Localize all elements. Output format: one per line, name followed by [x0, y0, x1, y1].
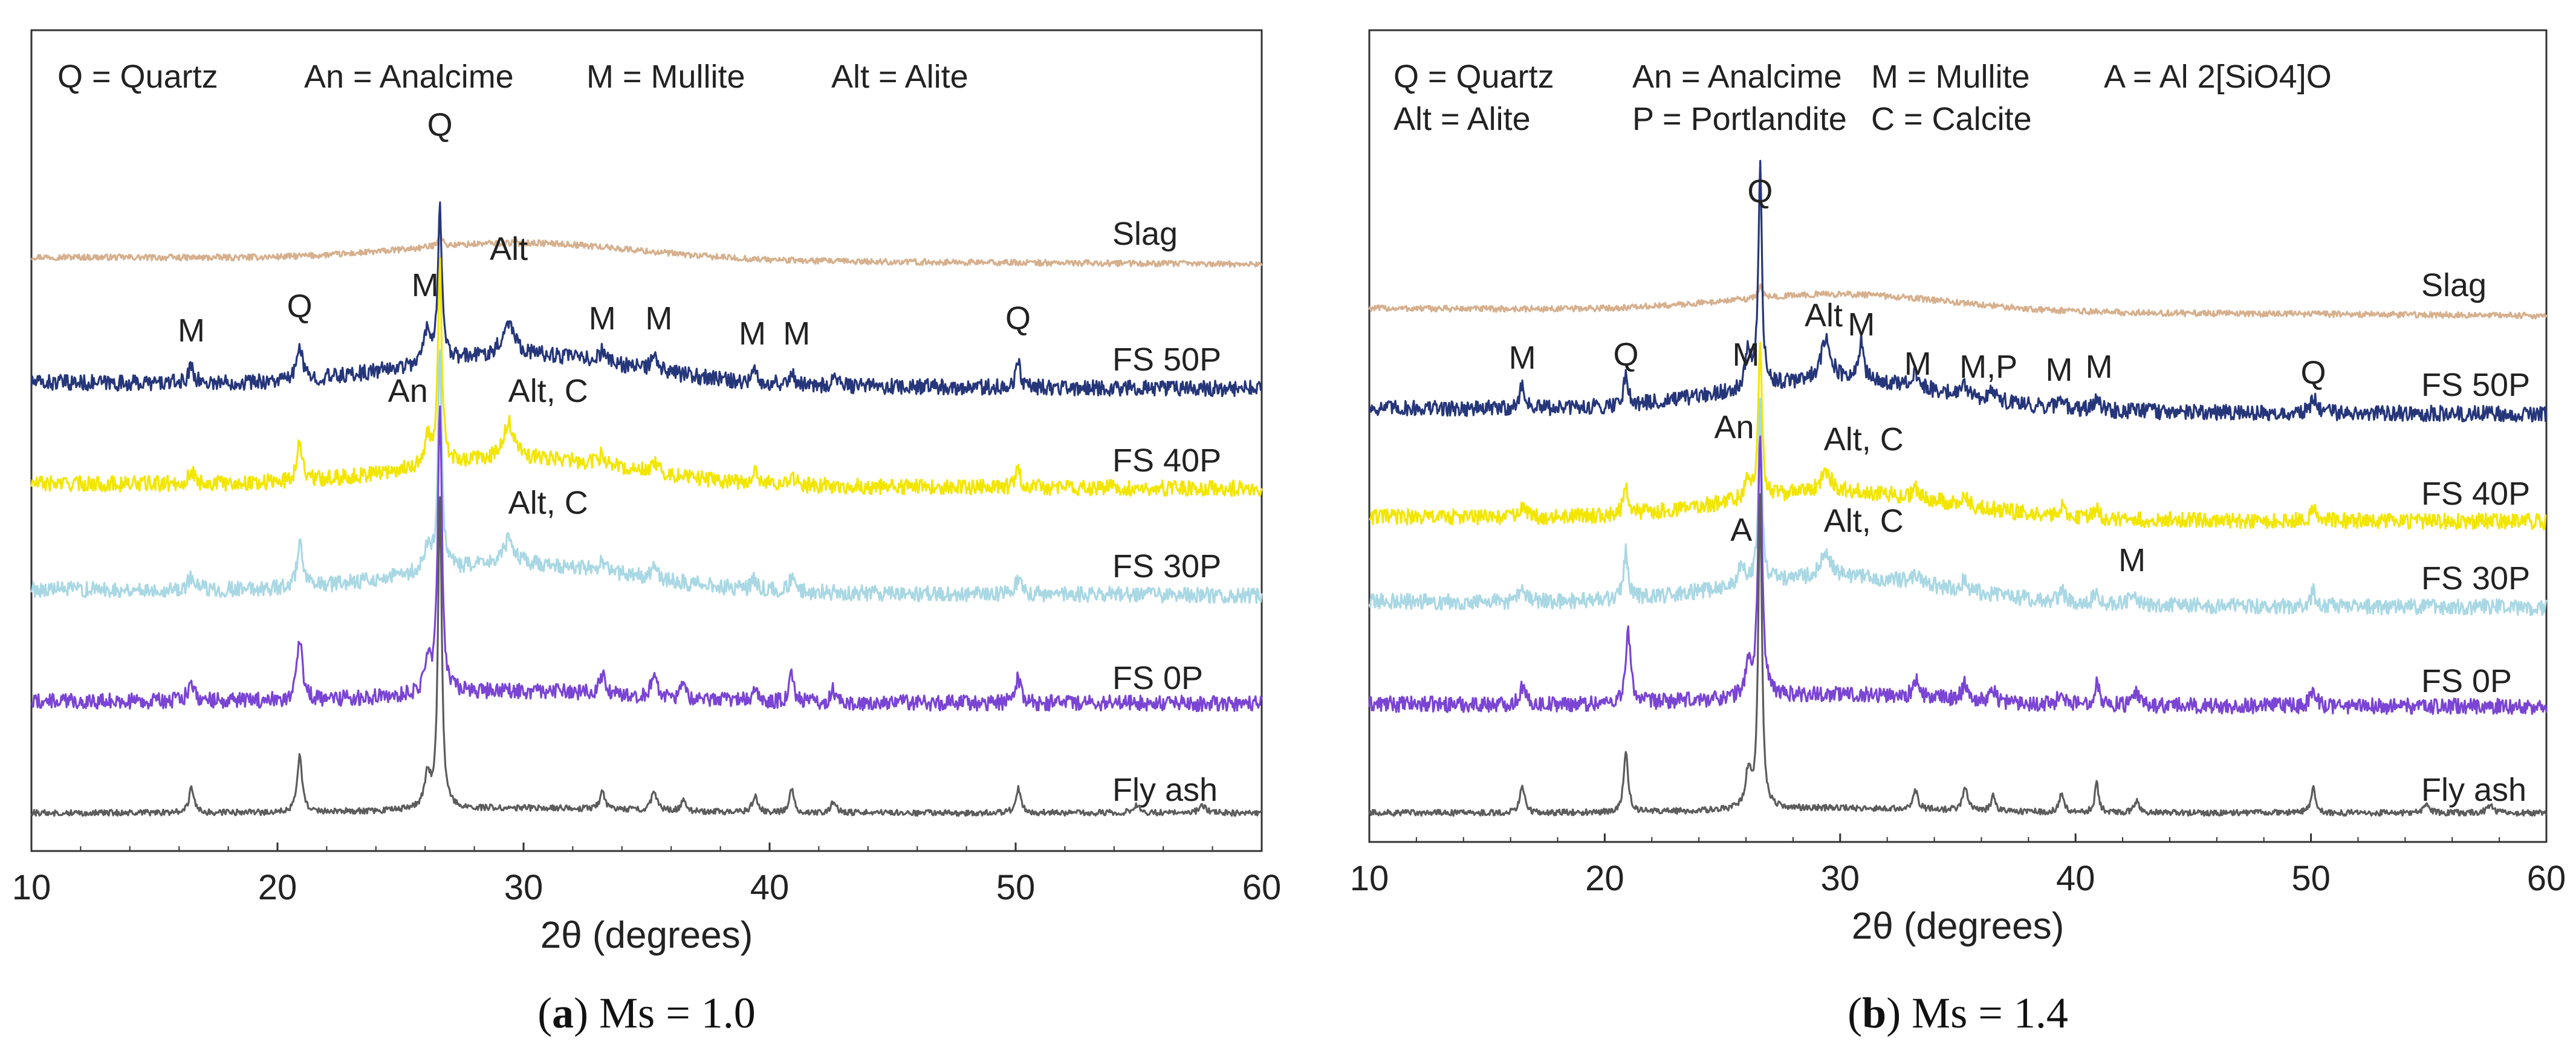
peak-label: An [1715, 409, 1754, 445]
legend-entry: Q = Quartz [57, 59, 218, 95]
peak-label: M [2086, 349, 2113, 385]
legend-entry: P = Portlandite [1632, 101, 1847, 137]
series-label-fs0p: FS 0P [1112, 660, 1203, 696]
peak-label: Alt, C [508, 485, 588, 521]
legend-entry: C = Calcite [1871, 101, 2032, 137]
caption-letter: b [1862, 989, 1886, 1037]
series-label-fs0p: FS 0P [2421, 663, 2512, 699]
legend-entry: Q = Quartz [1393, 59, 1554, 95]
x-tick-label: 10 [1350, 859, 1389, 898]
x-axis-label: 2θ (degrees) [540, 914, 753, 956]
series-line-slag [30, 233, 1263, 268]
peak-label: M [783, 316, 810, 352]
series-label-flyash: Fly ash [2421, 772, 2526, 808]
chart-panel-a: 10 20 30 40 50 60 2θ (degrees) Q = Quartz An = A… [12, 29, 1282, 956]
series-label-flyash: Fly ash [1112, 772, 1218, 808]
legend-entry: M = Mullite [586, 59, 745, 95]
series-line-flyash [1368, 493, 2548, 817]
x-tick-label: 20 [1585, 859, 1624, 898]
peak-label: M [1733, 337, 1760, 373]
peak-label: M [412, 267, 439, 303]
x-tick-label: 40 [750, 868, 790, 907]
x-tick-label: 30 [504, 868, 543, 907]
peak-label: M [2118, 542, 2146, 578]
peak-label: M,P [1959, 349, 2017, 385]
series-label-fs30p: FS 30P [1112, 548, 1221, 584]
series-label-fs40p: FS 40P [2421, 476, 2530, 512]
series-line-fs40p [1369, 341, 2547, 531]
x-tick-label: 60 [1242, 868, 1282, 907]
series-line-flyash [30, 496, 1262, 817]
legend-entry: M = Mullite [1871, 59, 2030, 95]
peak-label: Q [2300, 355, 2326, 391]
legend-entry: Alt = Alite [831, 59, 968, 95]
peak-label: Alt, C [1824, 503, 1904, 539]
series-line-fs0p [1368, 435, 2548, 715]
x-tick-label: 30 [1821, 859, 1860, 898]
legend-entry: A = Al 2[SiO4]O [2104, 59, 2332, 95]
series-line-slag [1368, 283, 2548, 320]
caption-letter: a [552, 989, 574, 1037]
peak-label: Alt [1805, 297, 1843, 334]
peak-label: Alt [490, 231, 528, 267]
series-line-fs30p [30, 349, 1263, 604]
x-tick-label: 50 [996, 868, 1036, 907]
peak-label: M [589, 300, 616, 337]
peak-label: Alt, C [1824, 421, 1904, 458]
peak-label: A [1730, 512, 1752, 548]
peak-label: M [1904, 346, 1932, 382]
x-tick-label: 40 [2056, 859, 2095, 898]
peak-label: An [388, 373, 428, 409]
series-label-fs50p: FS 50P [1112, 341, 1221, 378]
peak-label: Q [1613, 337, 1638, 373]
series-label-slag: Slag [1112, 216, 1178, 252]
chart-panel-b: 10 20 30 40 50 60 2θ (degrees) Q = Quartz An = A… [1350, 29, 2566, 947]
peak-label: Q [427, 107, 453, 143]
caption-rest: ) Ms = 1.0 [574, 989, 756, 1037]
peak-label: M [645, 300, 672, 337]
series-line-fs50p [1368, 160, 2548, 422]
x-tick-label: 20 [258, 868, 297, 907]
series-label-fs30p: FS 30P [2421, 560, 2530, 597]
peak-label: Q [287, 288, 313, 325]
series-line-fs0p [31, 405, 1263, 713]
caption-open: ( [537, 989, 552, 1037]
plot-frame [1368, 29, 2548, 843]
caption-open: ( [1848, 989, 1862, 1037]
peak-label: M [1509, 340, 1536, 376]
caption-rest: ) Ms = 1.4 [1886, 989, 2068, 1037]
peak-label: M [178, 312, 205, 349]
series-line-fs30p [1368, 398, 2548, 616]
series-label-fs50p: FS 50P [2421, 367, 2530, 403]
legend-entry: An = Analcime [1632, 59, 1842, 95]
x-tick-label: 10 [12, 868, 51, 907]
x-tick-label: 60 [2527, 859, 2566, 898]
series-label-slag: Slag [2421, 267, 2487, 303]
plot-frame [30, 29, 1263, 852]
x-axis-label: 2θ (degrees) [1852, 905, 2065, 947]
legend-entry: Alt = Alite [1393, 101, 1531, 137]
peak-label: Alt, C [508, 373, 588, 409]
peak-label: M [739, 316, 766, 352]
peak-label: M [2045, 352, 2072, 388]
legend-entry: An = Analcime [304, 59, 514, 95]
panel-caption: (b) Ms = 1.4 [1848, 989, 2068, 1037]
peak-label: Q [1747, 173, 1773, 210]
peak-label: Q [1005, 300, 1031, 337]
series-line-fs40p [30, 257, 1263, 497]
x-tick-label: 50 [2291, 859, 2331, 898]
panel-caption: (a) Ms = 1.0 [537, 989, 756, 1037]
series-line-fs50p [30, 201, 1262, 398]
series-label-fs40p: FS 40P [1112, 442, 1221, 479]
peak-label: M [1848, 306, 1875, 343]
